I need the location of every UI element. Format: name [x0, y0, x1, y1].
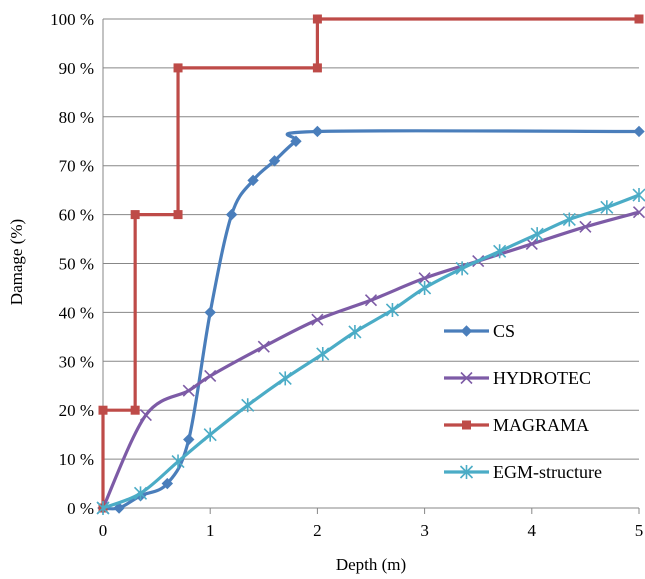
y-tick-label: 100 % — [50, 10, 94, 29]
data-point-egm-structure — [316, 346, 330, 361]
data-point-hydrotec — [257, 340, 270, 353]
data-point-cs — [204, 306, 216, 319]
data-point-cs — [633, 125, 645, 138]
data-point-hydrotec — [311, 313, 324, 326]
data-point-cs — [268, 155, 281, 167]
data-point-cs — [113, 502, 125, 514]
data-point-magrama — [312, 63, 322, 73]
series-line-cs — [102, 129, 640, 511]
legend-label: EGM-structure — [493, 462, 602, 482]
y-tick-labels: 0 % 10 % 20 % 30 % 40 % 50 % 60 % 70 % 80 % 90 % 1… — [50, 10, 94, 518]
data-point-egm-structure — [385, 302, 400, 317]
data-point-hydrotec — [139, 409, 152, 422]
y-tick-label: 20 % — [59, 401, 94, 420]
data-point-egm-structure — [530, 227, 544, 242]
data-point-hydrotec — [182, 384, 195, 397]
x-tick-label: 1 — [206, 521, 215, 540]
series-cs — [97, 125, 645, 514]
data-point-egm-structure — [600, 200, 614, 215]
data-point-magrama — [312, 14, 322, 24]
data-point-magrama — [98, 405, 108, 415]
legend-item-egm-structure: EGM-structure — [444, 462, 602, 482]
data-point-egm-structure — [203, 427, 217, 442]
data-point-magrama — [130, 210, 140, 220]
data-point-egm-structure — [241, 398, 255, 413]
legend-item-cs: CS — [444, 321, 515, 341]
legend-marker — [460, 325, 473, 337]
data-point-egm-structure — [278, 371, 292, 386]
y-tick-label: 60 % — [59, 206, 94, 225]
y-tick-label: 0 % — [67, 499, 94, 518]
legend-item-hydrotec: HYDROTEC — [444, 368, 591, 388]
y-tick-label: 40 % — [59, 303, 94, 322]
data-point-magrama — [173, 63, 183, 73]
x-tick-label: 4 — [528, 521, 537, 540]
x-tick-labels: 0 1 2 3 4 5 — [99, 521, 644, 540]
legend-label: CS — [493, 321, 515, 341]
data-point-hydrotec — [632, 206, 645, 219]
data-point-hydrotec — [525, 237, 538, 251]
legend-label: HYDROTEC — [493, 368, 591, 388]
data-point-cs — [247, 174, 259, 187]
y-tick-label: 10 % — [59, 450, 94, 469]
data-point-magrama — [130, 405, 140, 415]
data-point-egm-structure — [418, 280, 432, 295]
x-tick-label: 2 — [313, 521, 322, 540]
data-point-egm-structure — [562, 212, 576, 227]
y-tick-label: 50 % — [59, 255, 94, 274]
data-point-magrama — [634, 14, 644, 24]
legend-marker — [459, 465, 474, 479]
legend-marker — [462, 420, 471, 430]
x-tick-label: 0 — [99, 521, 108, 540]
data-point-egm-structure — [348, 324, 362, 339]
y-tick-label: 90 % — [59, 59, 94, 78]
data-point-cs — [290, 135, 302, 147]
series-egm-structure — [96, 188, 645, 515]
y-tick-label: 80 % — [59, 108, 94, 127]
data-point-hydrotec — [204, 369, 217, 383]
series-group — [96, 14, 645, 515]
data-point-hydrotec — [364, 294, 378, 307]
data-point-cs — [225, 208, 238, 221]
y-axis-title: Damage (%) — [7, 219, 26, 305]
data-point-egm-structure — [96, 501, 110, 515]
x-axis-title: Depth (m) — [336, 555, 406, 574]
data-point-hydrotec — [579, 220, 592, 233]
series-line-egm-structure — [102, 193, 640, 510]
data-point-hydrotec — [418, 272, 431, 285]
legend: CS HYDROTEC MAGRAMA EGM-structure — [444, 321, 602, 482]
data-point-cs — [183, 433, 195, 446]
y-tick-label: 70 % — [59, 157, 94, 176]
legend-label: MAGRAMA — [493, 415, 589, 435]
legend-item-magrama: MAGRAMA — [444, 415, 589, 435]
gridlines — [103, 18, 639, 509]
data-point-cs — [311, 125, 324, 138]
x-tick-label: 5 — [635, 521, 644, 540]
data-point-cs — [161, 477, 174, 490]
data-point-egm-structure — [455, 261, 469, 276]
data-point-egm-structure — [133, 486, 148, 501]
data-point-egm-structure — [171, 454, 185, 469]
y-tick-label: 30 % — [59, 352, 94, 371]
data-point-egm-structure — [493, 244, 507, 259]
data-point-egm-structure — [632, 188, 645, 203]
x-tick-label: 3 — [420, 521, 429, 540]
legend-marker — [460, 371, 473, 385]
data-point-magrama — [173, 210, 183, 220]
